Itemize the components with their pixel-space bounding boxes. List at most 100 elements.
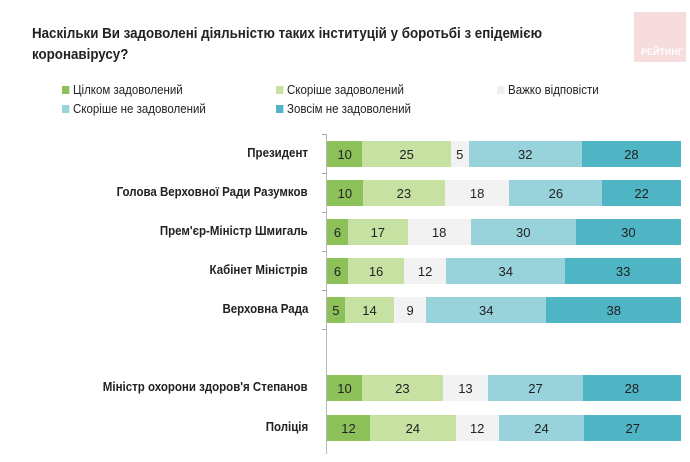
data-label: 10 (337, 380, 352, 396)
rating-logo: РЕЙТИНГ (634, 12, 686, 62)
legend-label: Цілком задоволений (73, 83, 183, 97)
data-label: 5 (332, 302, 340, 318)
legend-swatch (62, 105, 70, 113)
bar-segment: 30 (470, 219, 576, 245)
bar-segment: 28 (582, 375, 681, 401)
axis-tick (322, 251, 327, 252)
axis-tick (322, 290, 327, 291)
bar-segment: 34 (446, 258, 566, 284)
axis-tick (322, 173, 327, 174)
legend-label: Важко відповісти (508, 83, 599, 97)
bar-row: 10 25 5 32 28 (327, 141, 681, 167)
data-label: 6 (333, 263, 342, 279)
bar-segment: 30 (575, 219, 681, 245)
bar-segment: 32 (468, 141, 582, 167)
legend-item: Цілком задоволений (62, 83, 183, 97)
chart-title: Наскільки Ви задоволені діяльністю таких… (32, 26, 543, 63)
bar-segment: 34 (426, 297, 547, 323)
bar-segment: 18 (444, 180, 510, 206)
axis-tick (322, 329, 327, 330)
data-label: 12 (341, 420, 356, 436)
data-label: 32 (517, 146, 533, 162)
data-label: 30 (516, 224, 531, 240)
bar-segment: 25 (362, 141, 451, 167)
data-label: 10 (337, 146, 352, 162)
bar-segment: 10 (327, 141, 363, 167)
bar-segment: 10 (327, 180, 363, 206)
data-label: 34 (498, 263, 513, 279)
data-label: 9 (406, 302, 414, 318)
bar-segment: 23 (362, 375, 443, 401)
data-label: 6 (333, 224, 342, 240)
data-label: 16 (368, 263, 384, 279)
data-label: 26 (548, 185, 564, 201)
legend-item: Скоріше не задоволений (62, 102, 206, 116)
data-label: 13 (458, 380, 473, 396)
legend-swatch (62, 86, 70, 94)
data-label: 17 (370, 224, 386, 240)
data-label: 34 (479, 302, 494, 318)
data-label: 33 (615, 263, 631, 279)
bar-segment: 24 (369, 415, 456, 441)
legend-label: Скоріше не задоволений (73, 102, 206, 116)
category-label: Верховна Рада (222, 302, 308, 316)
bar-segment: 14 (344, 297, 395, 323)
bar-segment: 26 (509, 180, 603, 206)
axis-tick (322, 134, 327, 135)
data-label: 12 (417, 263, 433, 279)
bar-row: 10 23 18 26 22 (327, 180, 681, 206)
bar-segment: 17 (348, 219, 408, 245)
bar-segment: 13 (442, 375, 489, 401)
data-label: 28 (624, 146, 639, 162)
data-label: 23 (395, 380, 410, 396)
data-label: 25 (399, 146, 414, 162)
data-label: 18 (469, 185, 485, 201)
data-label: 24 (534, 420, 549, 436)
bar-segment: 16 (348, 258, 405, 284)
legend-swatch (276, 105, 284, 113)
bar-segment: 5 (450, 141, 469, 167)
data-label: 5 (456, 146, 464, 162)
category-label: Поліція (265, 420, 308, 434)
data-label: 12 (469, 420, 485, 436)
legend-label: Скоріше задоволений (287, 83, 404, 97)
bar-segment: 28 (581, 141, 681, 167)
data-label: 10 (337, 185, 353, 201)
bar-segment: 23 (362, 180, 445, 206)
category-label: Міністр охорони здоров'я Степанов (103, 380, 308, 394)
legend-item: Скоріше задоволений (276, 83, 404, 97)
bar-segment: 5 (327, 297, 345, 323)
bar-segment: 27 (488, 375, 583, 401)
category-label: Прем'єр-Міністр Шмигаль (160, 224, 308, 238)
logo-text: РЕЙТИНГ (640, 47, 683, 57)
bar-segment: 9 (394, 297, 427, 323)
bar-row: 6 16 12 34 33 (327, 258, 681, 284)
bar-row: 6 17 18 30 30 (327, 219, 681, 245)
y-axis-line (326, 134, 327, 454)
category-label: Кабінет Міністрів (209, 263, 308, 277)
data-label: 30 (621, 224, 636, 240)
legend-label: Зовсім не задоволений (287, 102, 411, 116)
bar-segment: 12 (327, 415, 370, 441)
data-label: 22 (634, 185, 649, 201)
legend-swatch (497, 86, 505, 94)
legend-swatch (276, 86, 284, 94)
data-label: 38 (606, 302, 621, 318)
data-label: 28 (624, 380, 640, 396)
bar-segment: 38 (546, 297, 681, 323)
data-label: 23 (396, 185, 412, 201)
data-label: 27 (625, 420, 640, 436)
legend-item: Зовсім не задоволений (276, 102, 411, 116)
bar-segment: 33 (565, 258, 681, 284)
axis-tick (322, 212, 327, 213)
bar-row: 12 24 12 24 27 (327, 415, 681, 441)
category-label: Президент (247, 146, 308, 160)
data-label: 24 (405, 420, 421, 436)
legend-item: Важко відповісти (497, 83, 599, 97)
bar-segment: 12 (455, 415, 499, 441)
bar-row: 5 14 9 34 38 (327, 297, 681, 323)
bar-segment: 6 (327, 258, 349, 284)
bar-segment: 10 (327, 375, 363, 401)
bar-segment: 18 (407, 219, 471, 245)
